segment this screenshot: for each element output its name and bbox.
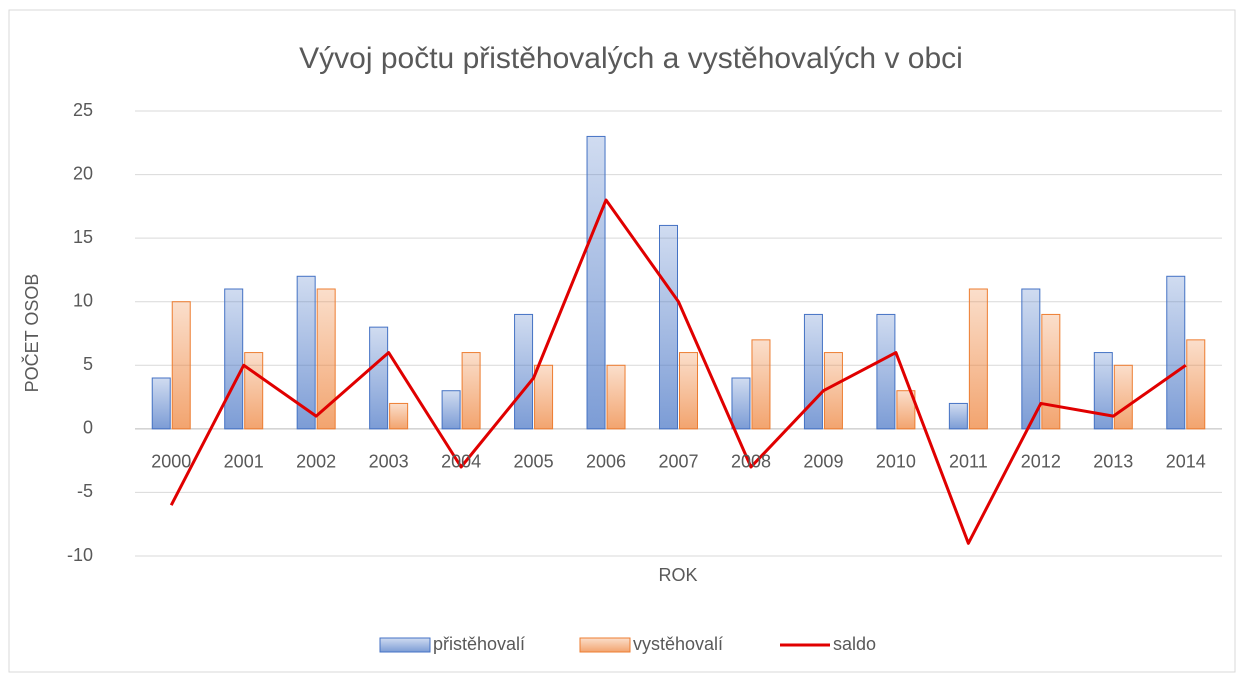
bar [316, 288, 336, 430]
bar [171, 301, 191, 430]
y-tick-label: 0 [83, 418, 93, 438]
bar [151, 377, 171, 430]
x-tick-label: 2006 [586, 452, 626, 472]
bar [534, 364, 554, 430]
x-tick-label: 2005 [514, 452, 554, 472]
bar [244, 352, 264, 430]
bar [1093, 352, 1113, 430]
x-tick-label: 2012 [1021, 452, 1061, 472]
bar [876, 313, 896, 430]
legend-label: přistěhovalí [433, 634, 525, 654]
bar [751, 339, 771, 430]
x-tick-label: 2013 [1093, 452, 1133, 472]
x-tick-label: 2002 [296, 452, 336, 472]
legend-marker [579, 637, 631, 653]
x-axis-label: ROK [658, 565, 697, 585]
bar [659, 224, 678, 430]
bar [296, 275, 316, 430]
bar [1166, 275, 1186, 430]
bar [461, 352, 481, 430]
chart-title: Vývoj počtu přistěhovalých a vystěhovalý… [299, 42, 963, 75]
bar [441, 390, 461, 430]
legend-marker [379, 637, 431, 653]
x-tick-label: 2011 [949, 452, 988, 472]
x-tick-label: 2008 [731, 452, 771, 472]
y-tick-label: 20 [73, 163, 93, 183]
y-tick-label: 10 [73, 290, 93, 310]
x-tick-label: 2001 [224, 452, 264, 472]
bar [1041, 313, 1061, 430]
bar [803, 313, 823, 430]
bar [514, 313, 534, 430]
x-tick-label: 2009 [803, 452, 843, 472]
bar [731, 377, 751, 430]
bar [1186, 339, 1206, 430]
bar [1113, 364, 1133, 430]
bar [823, 352, 843, 430]
bar [968, 288, 988, 430]
bar [606, 364, 626, 430]
bar [948, 402, 968, 430]
bar [224, 288, 244, 430]
x-tick-label: 2000 [151, 452, 191, 472]
y-tick-label: 25 [73, 100, 93, 120]
bar [586, 135, 606, 430]
x-tick-label: 2004 [441, 452, 481, 472]
x-tick-label: 2014 [1166, 452, 1206, 472]
x-tick-label: 2007 [658, 452, 698, 472]
bar [369, 326, 389, 430]
y-tick-label: -5 [77, 481, 93, 501]
y-tick-label: 5 [83, 354, 93, 374]
legend-label: saldo [833, 634, 876, 654]
y-tick-label: -10 [67, 545, 93, 565]
y-axis-label: POČET OSOB [21, 274, 42, 393]
legend-label: vystěhovalí [633, 634, 723, 654]
x-tick-label: 2010 [876, 452, 916, 472]
y-tick-label: 15 [73, 227, 93, 247]
bar [896, 390, 916, 430]
bar [1021, 288, 1041, 430]
line [169, 198, 1187, 545]
bar [389, 402, 409, 430]
bar [679, 352, 698, 430]
x-tick-label: 2003 [369, 452, 409, 472]
